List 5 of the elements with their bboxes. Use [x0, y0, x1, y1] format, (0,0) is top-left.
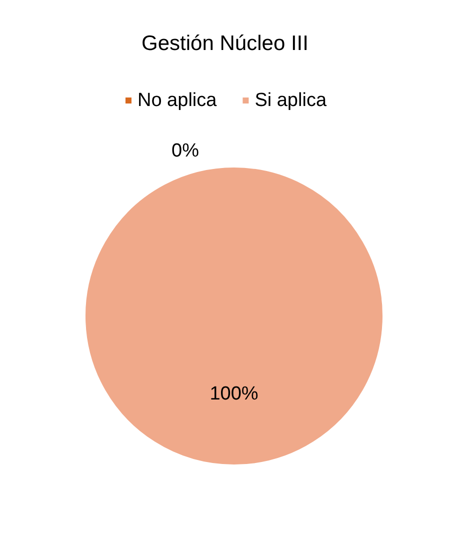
legend-label: No aplica [137, 90, 218, 111]
data-label: 100% [210, 384, 258, 404]
legend-label: Si aplica [254, 90, 327, 111]
chart-title: Gestión Núcleo III [142, 32, 308, 55]
text: 0% [172, 140, 199, 162]
